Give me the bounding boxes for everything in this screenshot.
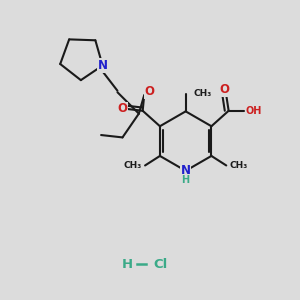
Text: CH₃: CH₃	[230, 161, 248, 170]
Text: O: O	[118, 103, 128, 116]
Text: N: N	[181, 164, 191, 177]
Text: O: O	[220, 83, 230, 97]
Text: Cl: Cl	[153, 258, 167, 271]
Text: H: H	[122, 258, 133, 271]
Text: H: H	[182, 175, 190, 185]
Text: OH: OH	[246, 106, 262, 116]
Text: N: N	[98, 59, 108, 72]
Text: CH₃: CH₃	[123, 161, 142, 170]
Text: O: O	[145, 85, 154, 98]
Text: CH₃: CH₃	[194, 89, 212, 98]
